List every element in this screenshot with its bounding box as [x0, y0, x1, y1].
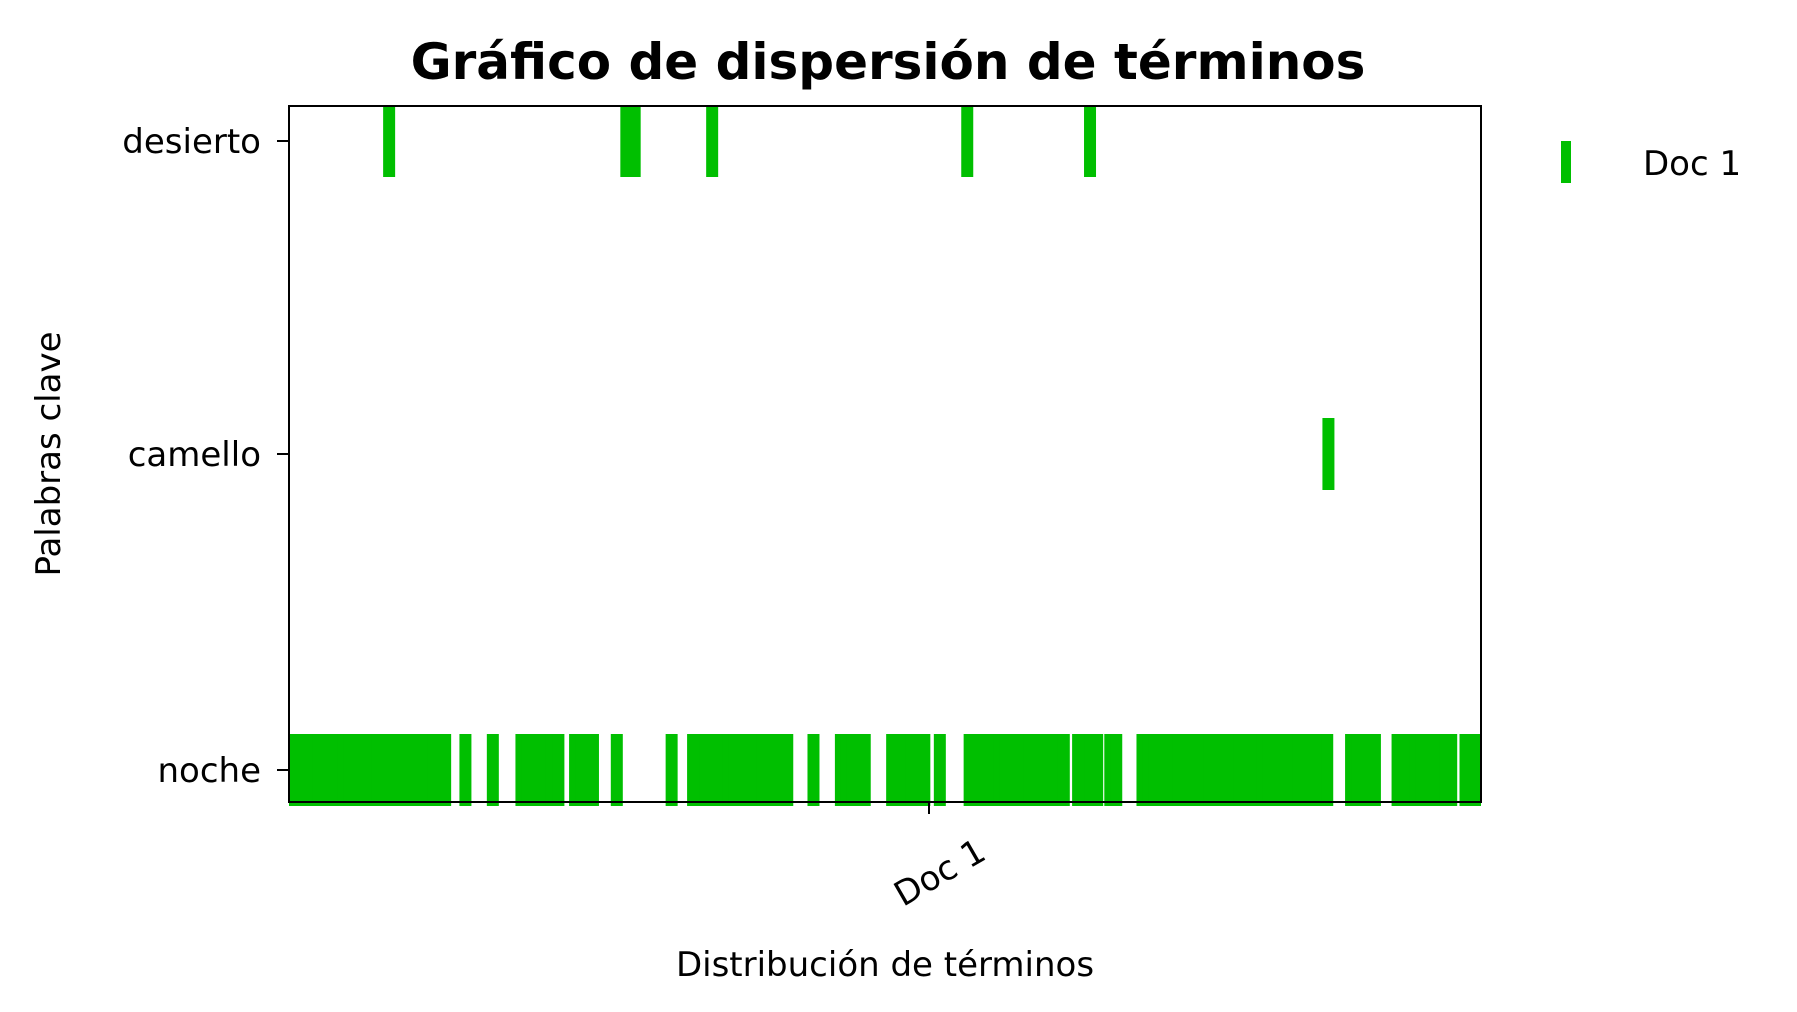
- dispersion-mark-noche-119: [1321, 734, 1334, 806]
- legend-label-doc-1: Doc 1: [1643, 144, 1741, 184]
- dispersion-mark-noche-54: [781, 734, 794, 806]
- dispersion-mark-noche-46: [728, 734, 741, 806]
- y-tick-label-camello: camello: [128, 435, 261, 475]
- dispersion-mark-noche-38: [665, 734, 678, 806]
- dispersion-mark-noche-137: [1469, 734, 1481, 806]
- dispersion-mark-noche-67: [933, 734, 946, 806]
- x-tick-label-0: Doc 1: [888, 831, 993, 915]
- legend: Doc 1: [1561, 141, 1741, 184]
- plot-marks: [289, 105, 1481, 806]
- dispersion-mark-desierto-3: [628, 105, 641, 177]
- y-axis-label: Palabras clave: [29, 331, 69, 576]
- dispersion-mark-noche-3: [302, 734, 315, 806]
- dispersion-mark-noche-55: [807, 734, 820, 806]
- chart-title: Gráfico de dispersión de términos: [411, 33, 1366, 91]
- dispersion-mark-noche-124: [1368, 734, 1381, 806]
- dispersion-mark-noche-23: [439, 734, 452, 806]
- dispersion-mark-noche-82: [1048, 734, 1061, 806]
- dispersion-mark-noche-118: [1310, 734, 1323, 806]
- dispersion-mark-desierto-5: [961, 105, 974, 177]
- dispersion-mark-desierto-4: [706, 105, 719, 177]
- dispersion-mark-noche-134: [1445, 734, 1458, 806]
- dispersion-mark-noche-87: [1091, 734, 1104, 806]
- dispersion-mark-noche-37: [610, 734, 623, 806]
- legend-swatch-doc-1: [1561, 141, 1571, 183]
- dispersion-mark-noche-25: [486, 734, 499, 806]
- y-tick-label-desierto: desierto: [122, 122, 261, 162]
- dispersion-mark-noche-36: [586, 734, 599, 806]
- x-axis: Doc 1: [888, 802, 993, 915]
- plot-frame: [288, 105, 1482, 803]
- dispersion-mark-noche-96: [1172, 734, 1185, 806]
- dispersion-mark-noche-60: [858, 734, 871, 806]
- y-tick-label-noche: noche: [157, 751, 261, 791]
- dispersion-mark-desierto-0: [383, 105, 396, 177]
- dispersion-mark-noche-83: [1057, 734, 1070, 806]
- dispersion-mark-noche-66: [918, 734, 931, 806]
- dispersion-mark-noche-97: [1181, 734, 1194, 806]
- y-axis: noche camello desierto: [122, 122, 289, 791]
- dispersion-mark-desierto-6: [1084, 105, 1097, 177]
- dispersion-mark-noche-89: [1110, 734, 1123, 806]
- dispersion-mark-camello-0: [1322, 418, 1335, 490]
- dispersion-mark-noche-24: [459, 734, 472, 806]
- x-axis-label: Distribución de términos: [676, 945, 1094, 985]
- dispersion-mark-noche-32: [552, 734, 565, 806]
